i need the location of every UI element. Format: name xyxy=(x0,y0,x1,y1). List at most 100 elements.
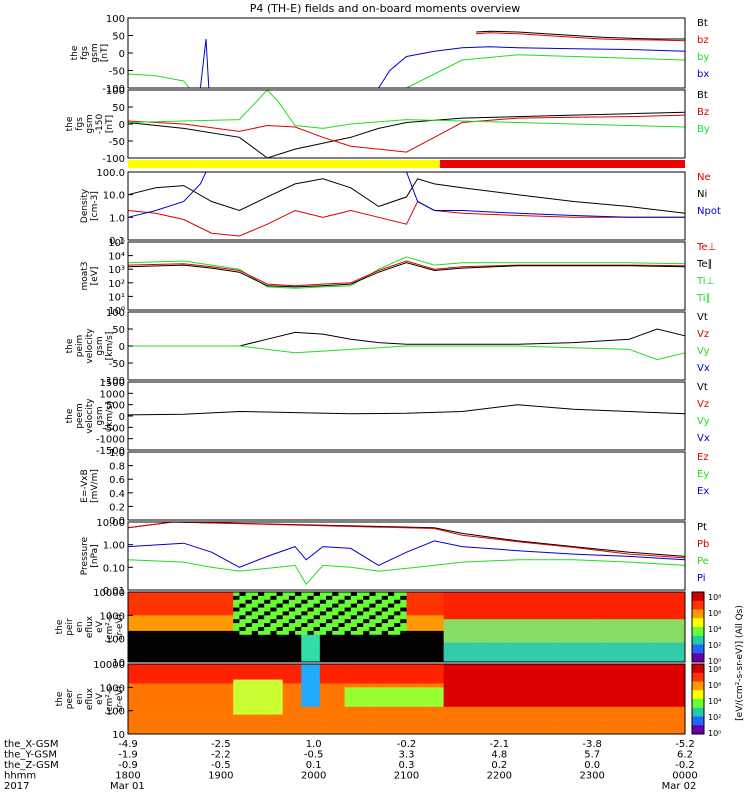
spectrogram-cell xyxy=(288,671,296,677)
spectrogram-cell xyxy=(623,722,630,727)
spectrogram-cell xyxy=(146,634,154,640)
spectrogram-cell xyxy=(338,722,346,727)
spectrogram-cell xyxy=(301,664,308,669)
y-tick-label: 1000 xyxy=(100,683,125,694)
spectrogram-cell xyxy=(480,726,488,731)
spectrogram-cell xyxy=(616,667,624,673)
spectrogram-cell xyxy=(505,615,513,620)
spectrogram-cell xyxy=(307,642,315,647)
spectrogram-cell xyxy=(431,706,438,712)
spectrogram-cell xyxy=(672,699,680,704)
spectrogram-cell xyxy=(350,714,358,719)
spectrogram-cell xyxy=(332,671,339,677)
legend-entry: Ne xyxy=(697,172,711,183)
spectrogram-cell xyxy=(158,615,166,620)
spectrogram-cell xyxy=(493,718,500,723)
spectrogram-cell xyxy=(486,654,494,659)
spectrogram-cell xyxy=(604,683,612,688)
spectrogram-cell xyxy=(270,706,277,712)
spectrogram-cell xyxy=(301,683,308,688)
colorbar-tick: 10⁰ xyxy=(708,729,721,738)
spectrogram-cell xyxy=(301,595,308,601)
spectrogram-cell xyxy=(270,634,277,640)
spectrogram-cell xyxy=(598,699,605,704)
spectrogram-cell xyxy=(400,691,407,696)
spectrogram-cell xyxy=(387,679,395,684)
spectrogram-cell xyxy=(387,607,395,612)
spectrogram-cell xyxy=(220,695,228,700)
spectrogram-cell xyxy=(412,679,420,684)
spectrogram-cell xyxy=(678,611,686,616)
spectrogram-cell xyxy=(567,667,574,673)
spectrogram-cell xyxy=(350,722,358,727)
spectrogram-cell xyxy=(616,726,624,731)
spectrogram-cell xyxy=(158,654,166,659)
spectrogram-cell xyxy=(517,638,525,643)
spectrogram-cell xyxy=(356,615,364,620)
spectrogram-cell xyxy=(171,710,178,715)
spectrogram-cell xyxy=(548,675,556,680)
spectrogram-cell xyxy=(183,654,191,659)
spectrogram-cell xyxy=(282,599,290,605)
spectrogram-cell xyxy=(499,667,506,673)
spectrogram-cell xyxy=(177,607,185,612)
colorbar-tick: 10² xyxy=(708,713,721,722)
spectrogram-cell xyxy=(641,702,649,708)
spectrogram-cell xyxy=(189,683,197,688)
spectrogram-cell xyxy=(592,683,599,688)
spectrogram-cell xyxy=(369,599,376,605)
spectrogram-cell xyxy=(592,630,599,636)
spectrogram-cell xyxy=(629,615,636,620)
spectrogram-cell xyxy=(140,706,147,712)
spectrogram-cell xyxy=(208,607,216,612)
spectrogram-cell xyxy=(592,611,599,616)
spectrogram-cell xyxy=(635,722,643,727)
spectrogram-cell xyxy=(431,599,438,605)
spectrogram-cell xyxy=(443,592,451,597)
spectrogram-cell xyxy=(561,726,568,731)
spectrogram-cell xyxy=(542,671,550,677)
spectrogram-cell xyxy=(189,638,197,643)
spectrogram-cell xyxy=(585,615,593,620)
spectrogram-cell xyxy=(486,646,494,651)
spectrogram-cell xyxy=(641,722,649,727)
spectrogram-cell xyxy=(301,714,308,719)
spectrogram-cell xyxy=(264,718,271,723)
spectrogram-cell xyxy=(598,619,605,624)
spectrogram-cell xyxy=(288,627,296,632)
spectrogram-cell xyxy=(239,650,246,655)
spectrogram-cell xyxy=(623,683,630,688)
spectrogram-cell xyxy=(233,699,240,704)
y-tick-label: -50 xyxy=(109,137,125,148)
spectrogram-cell xyxy=(158,706,166,712)
spectrogram-cell xyxy=(140,687,147,692)
spectrogram-cell xyxy=(511,654,519,659)
spectrogram-cell xyxy=(264,675,271,680)
spectrogram-cell xyxy=(561,611,568,616)
spectrogram-cell xyxy=(666,630,674,636)
spectrogram-cell xyxy=(592,642,599,647)
y-tick-label: 50 xyxy=(112,32,125,43)
spectrogram-cell xyxy=(530,675,537,680)
spectrogram-cell xyxy=(251,718,259,723)
spectrogram-cell xyxy=(350,702,358,708)
spectrogram-cell xyxy=(678,619,686,624)
spectrogram-cell xyxy=(400,679,407,684)
spectrogram-cell xyxy=(251,634,259,640)
spectrogram-cell xyxy=(140,623,147,628)
spectrogram-cell xyxy=(480,638,488,643)
spectrogram-cell xyxy=(387,658,395,663)
spectrogram-cell xyxy=(437,615,445,620)
spectrogram-cell xyxy=(245,718,253,723)
spectrogram-cell xyxy=(140,710,147,715)
spectrogram-cell xyxy=(635,619,643,624)
spectrogram-cell xyxy=(567,679,574,684)
spectrogram-cell xyxy=(183,634,191,640)
spectrogram-cell xyxy=(183,702,191,708)
spectrogram-cell xyxy=(189,592,197,597)
spectrogram-cell xyxy=(431,714,438,719)
spectrogram-cell xyxy=(171,718,178,723)
spectrogram-cell xyxy=(654,646,661,651)
spectrogram-cell xyxy=(666,607,674,612)
y-tick-label: 1.0 xyxy=(109,448,125,459)
